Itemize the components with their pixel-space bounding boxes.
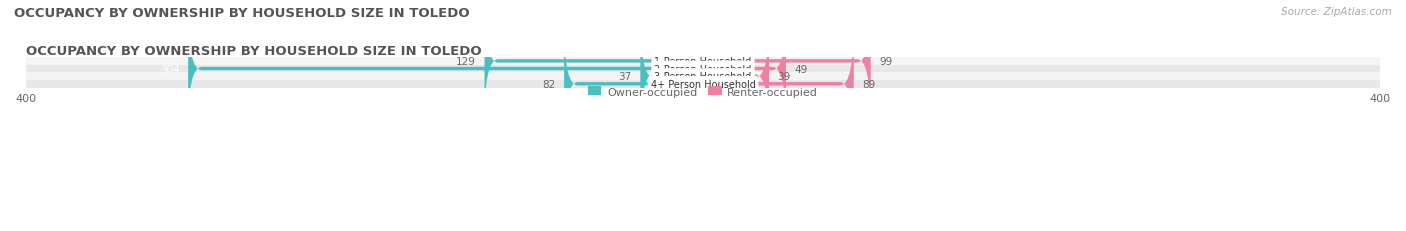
FancyBboxPatch shape — [703, 10, 786, 128]
Bar — [25, 73, 1381, 81]
FancyBboxPatch shape — [188, 10, 703, 128]
Legend: Owner-occupied, Renter-occupied: Owner-occupied, Renter-occupied — [583, 83, 823, 102]
Text: 99: 99 — [879, 57, 893, 67]
FancyBboxPatch shape — [703, 18, 769, 136]
Text: 2-Person Household: 2-Person Household — [654, 64, 752, 74]
Text: 1-Person Household: 1-Person Household — [654, 57, 752, 67]
Text: 39: 39 — [778, 72, 790, 82]
Bar — [25, 58, 1381, 65]
FancyBboxPatch shape — [703, 3, 870, 121]
FancyBboxPatch shape — [703, 25, 853, 143]
FancyBboxPatch shape — [564, 25, 703, 143]
Text: 304: 304 — [160, 64, 180, 74]
Text: OCCUPANCY BY OWNERSHIP BY HOUSEHOLD SIZE IN TOLEDO: OCCUPANCY BY OWNERSHIP BY HOUSEHOLD SIZE… — [25, 45, 481, 58]
FancyBboxPatch shape — [640, 18, 703, 136]
Text: 82: 82 — [543, 79, 555, 89]
Text: 89: 89 — [862, 79, 876, 89]
Text: 129: 129 — [456, 57, 477, 67]
FancyBboxPatch shape — [485, 3, 703, 121]
Text: 4+ Person Household: 4+ Person Household — [651, 79, 755, 89]
Bar — [25, 81, 1381, 88]
Text: Source: ZipAtlas.com: Source: ZipAtlas.com — [1281, 7, 1392, 17]
Text: 49: 49 — [794, 64, 807, 74]
Bar — [25, 65, 1381, 73]
Text: 37: 37 — [619, 72, 631, 82]
Text: 3-Person Household: 3-Person Household — [654, 72, 752, 82]
Text: OCCUPANCY BY OWNERSHIP BY HOUSEHOLD SIZE IN TOLEDO: OCCUPANCY BY OWNERSHIP BY HOUSEHOLD SIZE… — [14, 7, 470, 20]
